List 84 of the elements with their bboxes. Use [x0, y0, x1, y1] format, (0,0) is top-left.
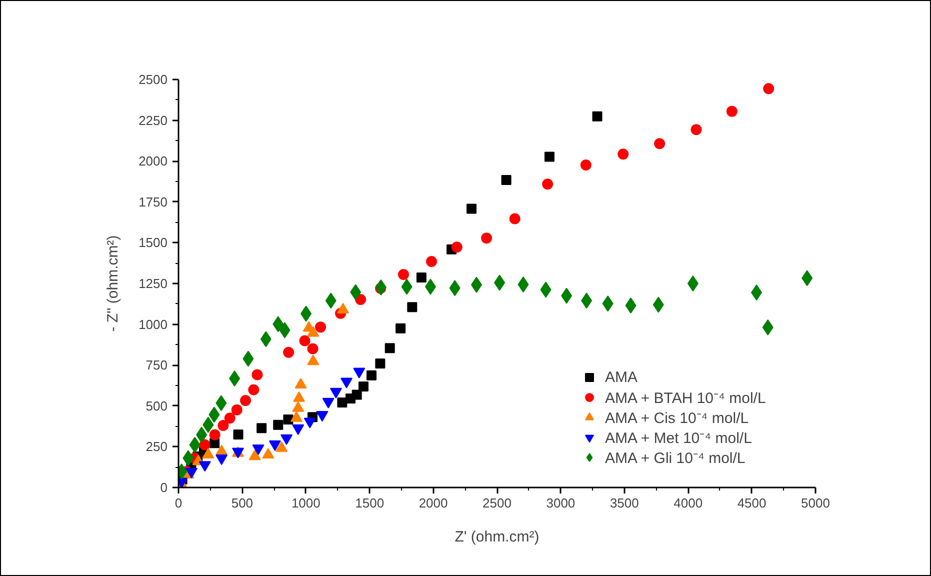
- x-tick-label: 4000: [674, 496, 703, 510]
- point: [690, 124, 702, 136]
- point: [322, 398, 334, 408]
- point: [426, 256, 438, 267]
- point: [337, 397, 348, 408]
- point: [509, 213, 520, 224]
- y-tick-label: 1750: [138, 194, 168, 210]
- point: [252, 369, 263, 380]
- y-tick-label: 1250: [138, 276, 168, 291]
- y-tick-label: 250: [146, 439, 168, 454]
- point: [592, 111, 602, 122]
- point: [240, 395, 252, 406]
- point: [384, 343, 395, 354]
- point: [466, 204, 477, 214]
- y-tick-label: 2000: [138, 154, 168, 169]
- point: [398, 269, 409, 280]
- point: [280, 434, 293, 445]
- point: [316, 411, 328, 422]
- point: [542, 178, 554, 190]
- y-tick-label: 0: [160, 480, 168, 495]
- x-tick-label: 2000: [418, 496, 448, 510]
- point: [283, 414, 294, 424]
- y-tick-label: 1500: [138, 235, 168, 250]
- point: [218, 420, 229, 431]
- x-tick-label: 1500: [355, 496, 384, 510]
- point: [407, 302, 418, 312]
- y-tick-label: 750: [146, 358, 168, 373]
- legend-label: AMA + Cis 10⁻⁴ mol/L: [605, 409, 749, 427]
- x-tick-label: 3500: [610, 496, 639, 510]
- point: [216, 454, 228, 465]
- x-tick-label: 500: [231, 496, 254, 510]
- point: [248, 384, 260, 396]
- legend-label: AMA: [605, 368, 638, 387]
- x-tick-label: 1000: [291, 496, 320, 510]
- legend-label: AMA + Gli 10⁻⁴ mol/L: [605, 449, 746, 467]
- point: [353, 368, 366, 378]
- legend-label: AMA + BTAH 10⁻⁴ mol/L: [605, 389, 766, 407]
- point: [252, 444, 264, 456]
- legend-label: AMA + Met 10⁻⁴ mol/L: [605, 429, 752, 447]
- x-tick-label: 4500: [737, 496, 766, 510]
- point: [687, 276, 698, 292]
- point: [501, 175, 512, 186]
- point: [375, 358, 386, 368]
- x-tick-label: 3000: [546, 496, 576, 510]
- point: [307, 343, 318, 354]
- point: [618, 148, 629, 160]
- point: [299, 335, 310, 346]
- y-tick-label: 500: [146, 398, 168, 414]
- point: [224, 412, 236, 424]
- point: [396, 323, 406, 334]
- x-tick-label: 0: [174, 496, 182, 510]
- point: [268, 440, 281, 451]
- point: [726, 106, 738, 117]
- point: [340, 378, 353, 388]
- point: [199, 439, 210, 450]
- y-tick-label: 2250: [138, 112, 168, 128]
- point: [185, 468, 198, 478]
- y-tick-label: 1000: [138, 316, 168, 332]
- point: [416, 272, 426, 282]
- point: [231, 404, 242, 416]
- point: [366, 370, 377, 380]
- x-tick-label: 5000: [801, 496, 830, 510]
- y-tick-label: 2500: [138, 72, 168, 87]
- point: [198, 461, 211, 472]
- point: [292, 424, 304, 435]
- point: [451, 242, 462, 253]
- y-axis-title: - Z'' (ohm.cm²): [104, 235, 122, 332]
- point: [304, 418, 316, 428]
- point: [315, 322, 326, 333]
- point: [256, 423, 267, 434]
- point: [273, 420, 284, 430]
- point: [654, 138, 666, 150]
- point: [283, 346, 294, 358]
- point: [358, 381, 368, 392]
- point: [763, 83, 774, 94]
- point: [481, 232, 492, 244]
- point: [580, 160, 592, 171]
- point: [352, 390, 362, 400]
- point: [330, 388, 342, 398]
- point: [233, 429, 244, 440]
- point: [544, 152, 554, 162]
- point: [209, 429, 220, 440]
- x-tick-label: 2500: [482, 496, 512, 510]
- x-axis-title: Z' (ohm.cm²): [454, 528, 540, 546]
